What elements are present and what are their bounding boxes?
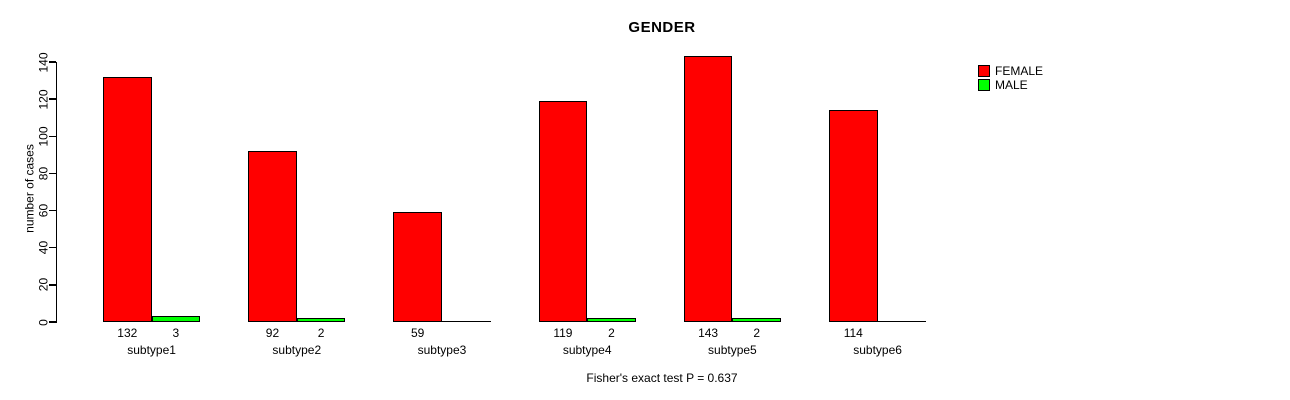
y-axis-tick-label: 20 xyxy=(36,278,51,292)
female-value-label: 132 xyxy=(117,326,138,340)
category-label-subtype2: subtype2 xyxy=(272,343,322,357)
chart-title: GENDER xyxy=(628,19,696,36)
male-value-label: 2 xyxy=(608,326,615,340)
female-bar xyxy=(829,110,878,322)
legend: FEMALE MALE xyxy=(978,64,1043,92)
y-axis-tick xyxy=(49,61,56,63)
y-axis-tick xyxy=(49,209,56,212)
male-bar xyxy=(151,316,201,322)
y-axis-tick-label: 100 xyxy=(36,126,51,147)
y-axis-tick-label: 60 xyxy=(36,203,51,218)
male-zero-bar xyxy=(442,320,491,322)
male-value-label: 3 xyxy=(172,326,180,340)
legend-item-male: MALE xyxy=(978,78,1043,92)
female-value-label: 119 xyxy=(553,326,573,340)
y-axis-tick-label: 40 xyxy=(36,241,51,255)
male-bar xyxy=(296,318,346,322)
category-label-subtype4: subtype4 xyxy=(562,343,612,357)
y-axis-tick-label: 80 xyxy=(36,166,51,181)
male-legend-swatch xyxy=(978,79,990,91)
y-axis-tick-label: 140 xyxy=(36,51,51,73)
female-value-label: 114 xyxy=(843,326,863,340)
female-bar xyxy=(683,56,733,322)
male-zero-bar xyxy=(877,320,927,322)
female-bar xyxy=(103,76,152,322)
female-bar xyxy=(393,212,442,322)
y-axis-tick xyxy=(49,321,56,323)
y-axis-tick xyxy=(49,284,56,286)
female-legend-swatch xyxy=(978,65,990,77)
y-axis-tick xyxy=(49,98,56,100)
female-value-label: 92 xyxy=(265,326,280,340)
y-axis-tick xyxy=(49,135,56,138)
male-bar xyxy=(587,318,636,322)
category-label-subtype6: subtype6 xyxy=(853,343,902,357)
male-value-label: 2 xyxy=(317,326,325,340)
fisher-test-caption: Fisher's exact test P = 0.637 xyxy=(586,371,738,385)
legend-item-female: FEMALE xyxy=(978,64,1043,78)
y-axis-tick-label: 120 xyxy=(36,89,51,110)
male-bar xyxy=(732,318,781,322)
category-label-subtype5: subtype5 xyxy=(708,343,757,357)
category-label-subtype1: subtype1 xyxy=(127,343,176,357)
female-bar xyxy=(248,151,297,322)
y-axis-tick xyxy=(49,172,56,175)
male-value-label: 2 xyxy=(753,326,761,340)
female-value-label: 59 xyxy=(411,326,425,340)
female-value-label: 143 xyxy=(698,326,719,340)
female-legend-label: FEMALE xyxy=(995,64,1044,78)
y-axis-tick-label: 0 xyxy=(36,318,51,326)
y-axis-tick xyxy=(49,246,56,249)
y-axis-line xyxy=(55,62,57,323)
female-bar xyxy=(538,101,588,322)
male-legend-label: MALE xyxy=(995,78,1028,92)
category-label-subtype3: subtype3 xyxy=(417,343,467,357)
